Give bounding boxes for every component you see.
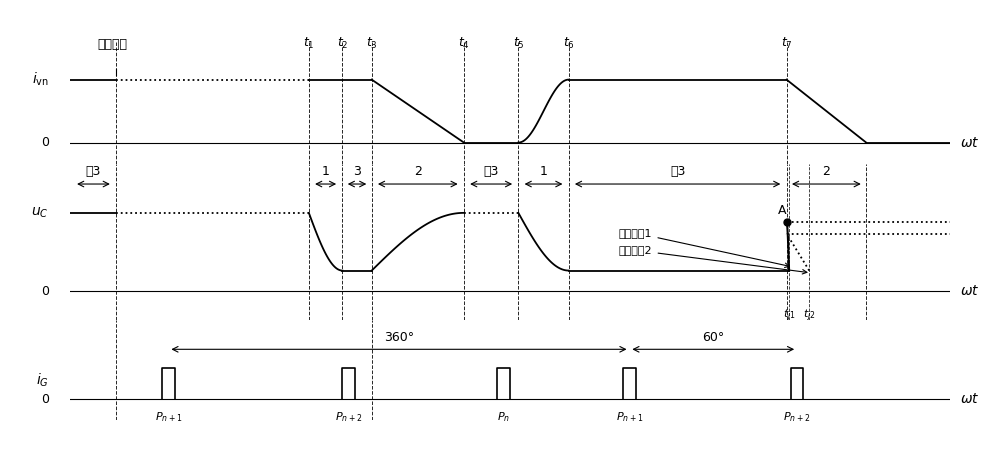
- Text: $t_7$: $t_7$: [781, 35, 792, 51]
- Text: 1: 1: [322, 165, 330, 178]
- Text: $i_G$: $i_G$: [36, 371, 49, 389]
- Text: $P_n$: $P_n$: [497, 410, 510, 424]
- Text: $t_{j1}$: $t_{j1}$: [783, 307, 795, 324]
- Text: 1: 1: [540, 165, 547, 178]
- Text: $\omega t$: $\omega t$: [960, 135, 980, 149]
- Text: $P_{n+1}$: $P_{n+1}$: [155, 410, 182, 424]
- Text: 2: 2: [414, 165, 422, 178]
- Text: 0: 0: [41, 136, 49, 149]
- Text: 状3: 状3: [670, 165, 685, 178]
- Text: 2: 2: [822, 165, 830, 178]
- Text: A: A: [778, 205, 787, 218]
- Text: 电压波形1: 电压波形1: [619, 228, 789, 268]
- Text: 60°: 60°: [702, 332, 724, 345]
- Text: $u_C$: $u_C$: [31, 205, 49, 220]
- Text: 0: 0: [41, 393, 49, 405]
- Text: 状3: 状3: [85, 165, 101, 178]
- Text: $P_{n+2}$: $P_{n+2}$: [783, 410, 811, 424]
- Text: $P_{n+2}$: $P_{n+2}$: [335, 410, 362, 424]
- Text: $P_{n+1}$: $P_{n+1}$: [616, 410, 643, 424]
- Text: $t_2$: $t_2$: [337, 35, 348, 51]
- Text: $t_3$: $t_3$: [366, 35, 378, 51]
- Text: $t_{j2}$: $t_{j2}$: [803, 307, 816, 324]
- Text: $\omega t$: $\omega t$: [960, 284, 980, 298]
- Text: 3: 3: [353, 165, 361, 178]
- Text: $t_4$: $t_4$: [458, 35, 470, 51]
- Text: $t_6$: $t_6$: [563, 35, 575, 51]
- Text: $\omega t$: $\omega t$: [960, 392, 980, 406]
- Text: 状3: 状3: [483, 165, 499, 178]
- Text: $i_{\rm vn}$: $i_{\rm vn}$: [32, 71, 49, 88]
- Text: 360°: 360°: [384, 332, 414, 345]
- Text: 电压波形2: 电压波形2: [619, 245, 807, 274]
- Text: 0: 0: [41, 285, 49, 298]
- Text: 故障时刻: 故障时刻: [97, 38, 127, 51]
- Text: $t_5$: $t_5$: [513, 35, 524, 51]
- Text: $t_1$: $t_1$: [303, 35, 315, 51]
